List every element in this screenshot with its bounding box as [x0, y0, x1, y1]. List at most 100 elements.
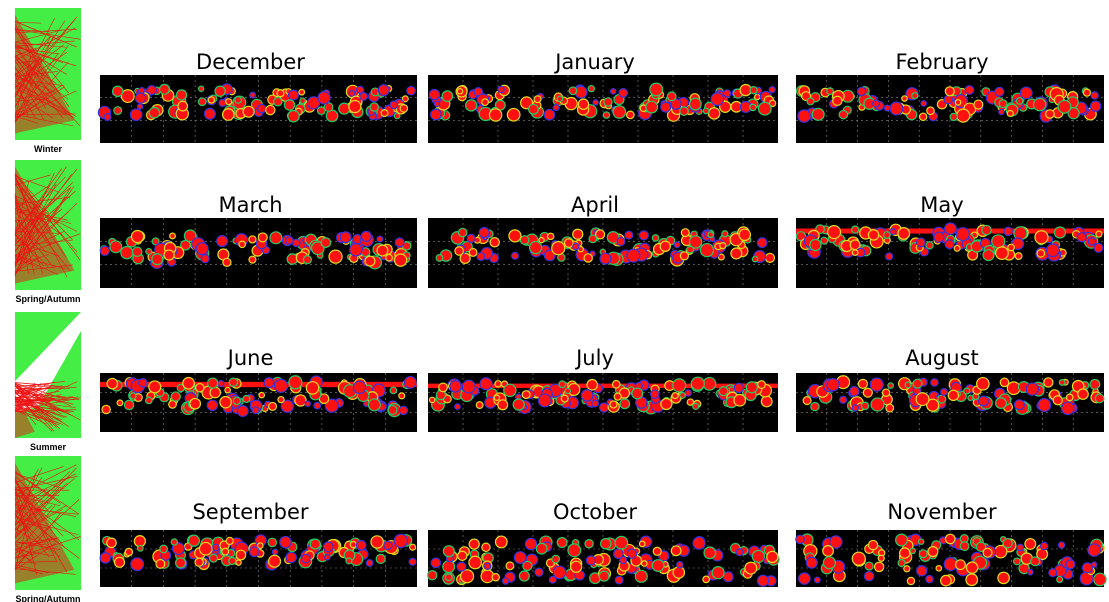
blob: [349, 91, 355, 96]
blob: [536, 543, 547, 554]
blob: [632, 388, 643, 399]
blob: [443, 546, 454, 557]
blob: [381, 110, 388, 116]
blob: [339, 103, 350, 114]
blob: [130, 393, 136, 399]
blob: [945, 223, 956, 234]
blob: [467, 235, 475, 242]
blob: [227, 550, 235, 557]
blob: [693, 537, 705, 549]
map-panel: [100, 373, 417, 432]
blob: [139, 379, 147, 387]
blob: [100, 553, 110, 563]
blob: [578, 247, 583, 252]
blob: [898, 560, 905, 566]
blob: [181, 240, 190, 250]
blob: [229, 378, 237, 386]
blob: [125, 400, 134, 410]
blob: [410, 544, 416, 550]
month-title: September: [192, 500, 308, 524]
blob: [938, 395, 946, 403]
blob: [485, 397, 496, 408]
blob: [960, 535, 968, 543]
blob: [693, 403, 699, 409]
blob: [310, 539, 320, 549]
blob: [1077, 233, 1086, 242]
blob: [305, 401, 310, 406]
blob: [604, 98, 612, 106]
blob: [226, 99, 232, 105]
blob: [858, 87, 866, 96]
blob: [519, 571, 529, 581]
blob: [807, 98, 814, 105]
blob: [360, 93, 367, 100]
blob: [522, 391, 530, 398]
blob: [450, 381, 461, 392]
blob: [957, 109, 970, 122]
blob: [340, 232, 351, 243]
blob: [110, 241, 122, 253]
blob: [233, 397, 240, 404]
blob: [559, 381, 565, 387]
thumbnail-line: [14, 391, 39, 420]
blob: [900, 548, 910, 558]
blob: [138, 546, 143, 551]
blob: [752, 257, 758, 262]
blob: [614, 95, 624, 104]
blob: [1088, 544, 1100, 556]
blob: [259, 393, 264, 398]
blob: [149, 108, 159, 118]
blob: [712, 567, 724, 579]
blob: [176, 108, 188, 120]
blob: [1021, 553, 1032, 564]
blob: [937, 100, 947, 109]
blob: [871, 398, 884, 411]
blob: [281, 400, 293, 412]
blob: [600, 253, 611, 264]
blob: [815, 577, 820, 583]
blob: [691, 377, 704, 390]
blob: [130, 109, 142, 120]
blob: [573, 243, 579, 249]
blob: [552, 242, 565, 255]
blob: [474, 237, 480, 243]
blob: [243, 396, 250, 402]
blob: [736, 549, 743, 556]
blob: [690, 236, 702, 248]
blob: [999, 100, 1007, 107]
blob: [690, 98, 701, 110]
blob: [968, 250, 977, 260]
blob: [477, 253, 485, 260]
blob: [325, 399, 338, 412]
blob: [1088, 238, 1096, 245]
blob: [1046, 110, 1054, 118]
map-panel: [795, 75, 1104, 143]
blob: [878, 555, 884, 561]
blob: [552, 555, 559, 563]
blob: [837, 376, 849, 388]
blob: [565, 239, 573, 247]
season-label: Summer: [30, 442, 67, 452]
season-thumbnail: [14, 456, 82, 590]
blob: [513, 399, 524, 410]
blob: [208, 97, 214, 103]
blob: [869, 230, 879, 240]
blob: [865, 572, 874, 581]
blob: [941, 575, 951, 586]
blob: [752, 551, 764, 562]
blob: [1012, 238, 1023, 249]
blob: [677, 562, 683, 568]
blob: [152, 238, 159, 245]
blob: [213, 544, 219, 551]
blob: [539, 394, 551, 407]
blob: [548, 233, 554, 239]
blob: [403, 242, 411, 250]
blob: [223, 109, 234, 120]
blob: [384, 541, 392, 549]
blob: [530, 242, 542, 254]
blob: [390, 101, 398, 109]
blob: [280, 537, 291, 548]
blob: [661, 102, 670, 112]
blob: [873, 100, 879, 107]
